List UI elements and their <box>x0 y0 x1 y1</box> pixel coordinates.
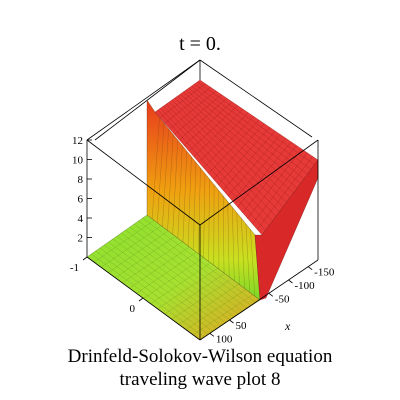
plateau-grid-line <box>198 112 249 163</box>
plateau-grid-line <box>164 87 211 124</box>
wall-grid-line <box>182 151 187 243</box>
z-tick-label: 12 <box>72 135 83 147</box>
x-tick-label: -100 <box>295 280 316 292</box>
floor-grid-line <box>185 289 246 330</box>
plateau-grid-line <box>242 145 297 213</box>
wall-grid-line <box>177 145 183 239</box>
wall-grid-line <box>232 207 235 281</box>
plateau-grid-line <box>227 134 281 196</box>
x-tick-label: 100 <box>216 333 233 345</box>
wall-grid-line <box>227 201 230 277</box>
plateau-grid-line <box>179 98 227 141</box>
plateau-grid-line <box>203 116 254 169</box>
plateau-grid-line <box>193 108 244 157</box>
wall-grid-line <box>172 139 178 235</box>
x-tick-label: -150 <box>314 267 335 279</box>
floor-grid-line <box>129 246 190 289</box>
plateau-grid-line <box>237 141 292 208</box>
z-tick-label: 10 <box>72 155 84 167</box>
plateau-grid-line <box>208 119 260 174</box>
wall-grid-line <box>250 229 256 297</box>
floor-grid-line <box>101 225 162 268</box>
floor-grid-line <box>157 268 218 309</box>
wall-grid-line <box>162 128 169 227</box>
x-tick-mark <box>307 266 313 270</box>
wall-grid-line <box>151 117 160 219</box>
plateau-grid-line <box>188 105 238 152</box>
x-tick-label: 50 <box>236 320 248 332</box>
wall-grid-line <box>203 173 206 258</box>
floor-grid-line <box>122 241 183 284</box>
x-tick-mark <box>288 279 293 284</box>
z-axis: 2 4 6 8 10 12 <box>72 135 92 245</box>
plateau-grid-line <box>184 101 233 146</box>
wall-grid-line <box>208 179 210 262</box>
floor-grid-line <box>150 262 211 304</box>
chart-title: t = 0. <box>179 33 221 55</box>
plateau-grid-line <box>159 83 206 118</box>
floor-grid-line <box>164 273 225 315</box>
y-tick-label: 0 <box>130 303 136 315</box>
x-tick-mark <box>229 319 234 324</box>
x-tick-label: -50 <box>275 293 290 305</box>
caption-line-1: Drinfeld-Solokov-Wilson equation <box>68 346 333 367</box>
floor-grid-line <box>171 278 232 320</box>
x-tick-mark <box>209 333 215 337</box>
wall-grid-line <box>157 123 165 223</box>
plateau-grid-line <box>256 156 313 230</box>
y-tick-label: -1 <box>70 262 79 274</box>
plateau-grid-line <box>169 90 217 129</box>
z-tick-label: 8 <box>78 174 84 186</box>
wall-grid-line <box>236 212 240 285</box>
floor-grid-line <box>192 294 254 335</box>
plateau-grid-line <box>252 152 308 224</box>
wall-grid-line <box>241 218 245 289</box>
y-tick-mark <box>138 297 144 302</box>
plateau-grid-line <box>232 138 286 202</box>
floor-grid-line <box>115 236 176 278</box>
wall-grid-line <box>193 162 197 250</box>
surface-mesh <box>86 79 319 341</box>
x-tick-mark <box>268 293 274 297</box>
floor-grid-line <box>93 220 155 263</box>
surface-grid <box>91 81 315 338</box>
wall-grid-line <box>223 195 225 273</box>
plateau-grid-line <box>247 148 303 219</box>
x-axis-label: x <box>284 319 291 333</box>
floor-grid-line <box>143 257 204 299</box>
plateau-grid-line <box>174 94 222 135</box>
z-tick-label: 2 <box>78 233 84 245</box>
z-tick-label: 6 <box>78 194 84 206</box>
caption-line-2: traveling wave plot 8 <box>120 369 281 390</box>
floor-grid-line <box>178 283 239 325</box>
z-tick-label: 4 <box>78 213 84 225</box>
plateau-grid-line <box>222 130 276 191</box>
wall-grid-line <box>245 223 250 293</box>
floor-grid-line <box>108 230 169 273</box>
floor-grid-line <box>136 252 197 294</box>
plateau-grid-line <box>213 123 265 180</box>
wall-grid-line <box>187 156 192 246</box>
wall-grid-line <box>167 134 174 231</box>
wall-grid-line <box>198 167 201 254</box>
plateau-grid-line <box>218 127 270 185</box>
y-tick-mark <box>82 256 88 261</box>
y-axis: -1 0 <box>70 256 144 315</box>
